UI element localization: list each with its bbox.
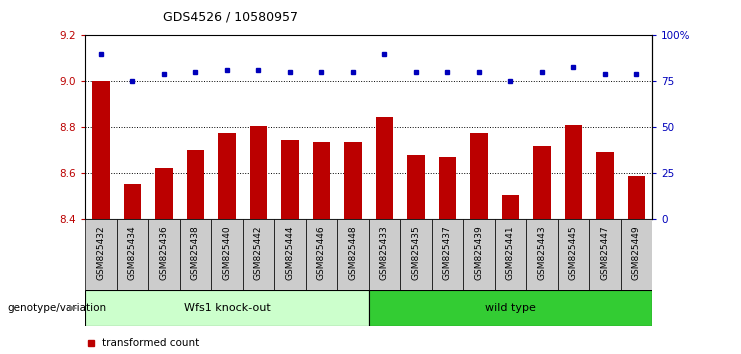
Bar <box>408 155 425 219</box>
Bar <box>337 219 368 290</box>
Bar <box>85 219 117 290</box>
Bar <box>368 219 400 290</box>
Bar <box>187 150 204 219</box>
Bar <box>526 219 557 290</box>
Bar <box>597 152 614 219</box>
Bar <box>431 219 463 290</box>
Bar <box>243 219 274 290</box>
Bar <box>502 195 519 219</box>
Bar <box>211 219 243 290</box>
Text: GSM825436: GSM825436 <box>159 225 168 280</box>
Bar <box>306 219 337 290</box>
Bar <box>400 219 431 290</box>
Bar <box>345 142 362 219</box>
Bar <box>93 81 110 219</box>
Bar <box>565 125 582 219</box>
Bar <box>534 146 551 219</box>
Bar <box>124 184 141 219</box>
Text: GSM825444: GSM825444 <box>285 225 294 280</box>
Text: GSM825447: GSM825447 <box>600 225 609 280</box>
Text: GSM825446: GSM825446 <box>317 225 326 280</box>
Bar <box>471 133 488 219</box>
Text: GSM825442: GSM825442 <box>254 225 263 280</box>
Text: GSM825440: GSM825440 <box>222 225 231 280</box>
Text: GSM825432: GSM825432 <box>96 225 105 280</box>
Text: GDS4526 / 10580957: GDS4526 / 10580957 <box>163 11 298 24</box>
Bar <box>439 158 456 219</box>
Text: GSM825439: GSM825439 <box>474 225 483 280</box>
Bar <box>274 219 306 290</box>
Bar <box>313 142 330 219</box>
Bar <box>557 219 589 290</box>
Bar <box>85 290 369 326</box>
Text: GSM825435: GSM825435 <box>411 225 420 280</box>
Text: GSM825449: GSM825449 <box>632 225 641 280</box>
Bar <box>589 219 620 290</box>
Bar <box>156 168 173 219</box>
Bar <box>282 140 299 219</box>
Text: GSM825437: GSM825437 <box>443 225 452 280</box>
Bar <box>369 290 652 326</box>
Bar <box>179 219 211 290</box>
Bar <box>621 219 652 290</box>
Text: Wfs1 knock-out: Wfs1 knock-out <box>184 303 270 313</box>
Text: GSM825433: GSM825433 <box>380 225 389 280</box>
Text: GSM825434: GSM825434 <box>128 225 137 280</box>
Bar <box>463 219 495 290</box>
Bar <box>495 219 526 290</box>
Text: GSM825445: GSM825445 <box>569 225 578 280</box>
Text: genotype/variation: genotype/variation <box>7 303 107 313</box>
Bar <box>250 126 267 219</box>
Bar <box>117 219 148 290</box>
Bar <box>376 117 393 219</box>
Text: wild type: wild type <box>485 303 536 313</box>
Bar <box>148 219 179 290</box>
Text: ►: ► <box>70 303 78 313</box>
Text: GSM825438: GSM825438 <box>191 225 200 280</box>
Text: transformed count: transformed count <box>102 337 199 348</box>
Text: GSM825443: GSM825443 <box>537 225 546 280</box>
Bar <box>628 176 645 219</box>
Text: GSM825448: GSM825448 <box>348 225 357 280</box>
Text: GSM825441: GSM825441 <box>506 225 515 280</box>
Bar <box>219 133 236 219</box>
